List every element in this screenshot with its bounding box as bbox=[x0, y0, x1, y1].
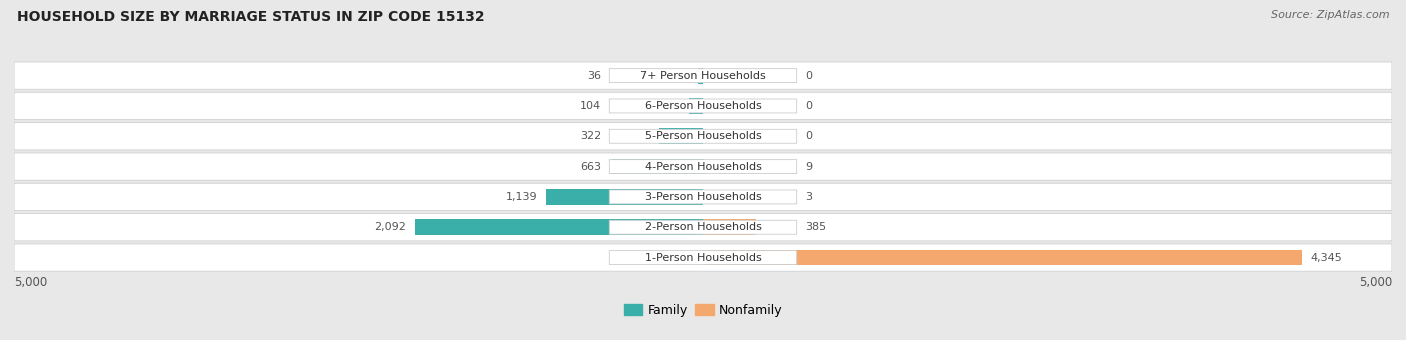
Text: 322: 322 bbox=[579, 131, 600, 141]
Text: 9: 9 bbox=[806, 162, 813, 172]
Text: 1-Person Households: 1-Person Households bbox=[644, 253, 762, 262]
Bar bbox=[612, 159, 703, 174]
Text: 2,092: 2,092 bbox=[374, 222, 406, 232]
FancyBboxPatch shape bbox=[609, 159, 797, 174]
FancyBboxPatch shape bbox=[609, 129, 797, 143]
Text: 2-Person Households: 2-Person Households bbox=[644, 222, 762, 232]
FancyBboxPatch shape bbox=[609, 220, 797, 234]
Text: 0: 0 bbox=[806, 71, 811, 81]
FancyBboxPatch shape bbox=[14, 214, 1392, 241]
Text: 385: 385 bbox=[806, 222, 827, 232]
Text: 663: 663 bbox=[581, 162, 600, 172]
FancyBboxPatch shape bbox=[609, 69, 797, 83]
Text: Source: ZipAtlas.com: Source: ZipAtlas.com bbox=[1271, 10, 1389, 20]
Text: 0: 0 bbox=[806, 131, 811, 141]
FancyBboxPatch shape bbox=[14, 123, 1392, 150]
Text: 3-Person Households: 3-Person Households bbox=[644, 192, 762, 202]
FancyBboxPatch shape bbox=[14, 244, 1392, 271]
Text: 3: 3 bbox=[806, 192, 811, 202]
Text: 0: 0 bbox=[806, 101, 811, 111]
Text: 1,139: 1,139 bbox=[506, 192, 537, 202]
FancyBboxPatch shape bbox=[609, 99, 797, 113]
FancyBboxPatch shape bbox=[14, 92, 1392, 120]
Text: 4,345: 4,345 bbox=[1310, 253, 1341, 262]
Text: 4-Person Households: 4-Person Households bbox=[644, 162, 762, 172]
Bar bbox=[689, 98, 703, 114]
Text: 6-Person Households: 6-Person Households bbox=[644, 101, 762, 111]
FancyBboxPatch shape bbox=[609, 251, 797, 265]
Text: 104: 104 bbox=[579, 101, 600, 111]
Text: HOUSEHOLD SIZE BY MARRIAGE STATUS IN ZIP CODE 15132: HOUSEHOLD SIZE BY MARRIAGE STATUS IN ZIP… bbox=[17, 10, 485, 24]
FancyBboxPatch shape bbox=[14, 153, 1392, 180]
Bar bbox=[658, 129, 703, 144]
Legend: Family, Nonfamily: Family, Nonfamily bbox=[619, 299, 787, 322]
Bar bbox=[415, 219, 703, 235]
Text: 7+ Person Households: 7+ Person Households bbox=[640, 71, 766, 81]
FancyBboxPatch shape bbox=[14, 183, 1392, 210]
FancyBboxPatch shape bbox=[14, 62, 1392, 89]
FancyBboxPatch shape bbox=[609, 190, 797, 204]
Text: 5,000: 5,000 bbox=[14, 276, 48, 289]
Bar bbox=[703, 250, 1302, 266]
Text: 5-Person Households: 5-Person Households bbox=[644, 131, 762, 141]
Text: 5,000: 5,000 bbox=[1358, 276, 1392, 289]
Bar bbox=[546, 189, 703, 205]
Text: 36: 36 bbox=[588, 71, 600, 81]
Bar bbox=[697, 68, 703, 84]
Bar bbox=[703, 219, 756, 235]
